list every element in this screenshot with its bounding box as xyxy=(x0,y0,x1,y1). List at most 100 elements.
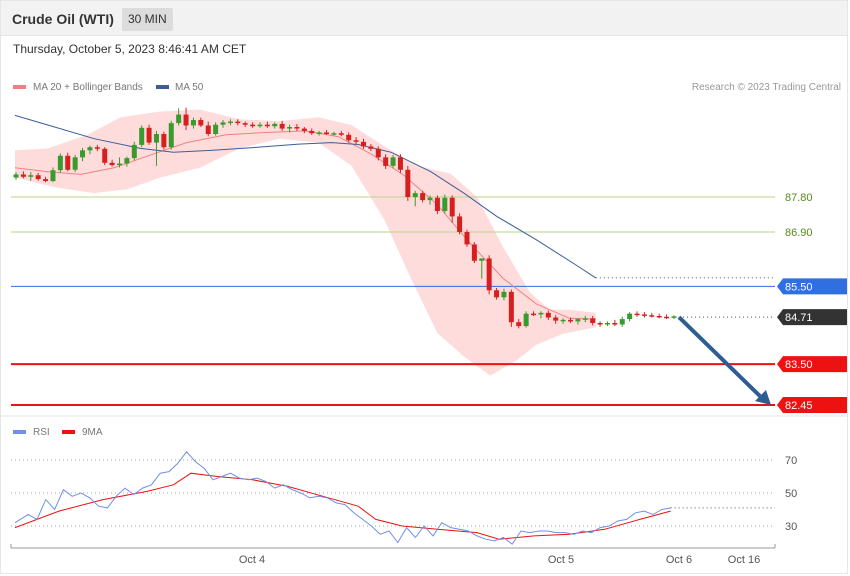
candle-body xyxy=(220,122,226,125)
level-tag-3 xyxy=(777,309,847,326)
candle xyxy=(494,287,500,300)
candle xyxy=(161,131,167,150)
candle xyxy=(131,141,137,161)
candle-body xyxy=(390,157,396,166)
candle-body xyxy=(87,147,93,151)
candle-body xyxy=(575,319,581,322)
candle-body xyxy=(131,144,137,159)
candle xyxy=(353,137,359,145)
forecast-arrow-head xyxy=(755,390,771,406)
candle-body xyxy=(368,146,374,149)
candle-body xyxy=(471,244,477,261)
copyright: Research © 2023 Trading Central xyxy=(692,82,841,93)
candle xyxy=(597,321,603,327)
candle xyxy=(57,153,63,173)
candle xyxy=(390,155,396,169)
candle xyxy=(619,316,625,327)
candle-body xyxy=(538,312,544,315)
candle-body xyxy=(43,179,49,182)
rsi-tick-70: 70 xyxy=(785,455,797,467)
candle-body xyxy=(397,157,403,170)
candle xyxy=(72,155,78,173)
candle xyxy=(501,288,507,301)
candle-body xyxy=(449,197,455,217)
candle xyxy=(331,131,337,136)
candle xyxy=(13,172,19,180)
candle xyxy=(50,167,56,183)
level-label-3: 84.71 xyxy=(785,312,813,324)
candle-body xyxy=(567,319,573,322)
candle-body xyxy=(272,123,278,127)
candle xyxy=(109,159,115,167)
ma20-legend-label: MA 20 + Bollinger Bands xyxy=(33,82,143,93)
candle xyxy=(102,147,108,166)
candle-body xyxy=(57,155,63,171)
candle xyxy=(671,315,677,320)
bollinger-band xyxy=(15,109,596,376)
candle-body xyxy=(383,157,389,166)
candle-body xyxy=(250,124,256,127)
candle-body xyxy=(94,147,100,149)
candle-body xyxy=(464,231,470,245)
candle-body xyxy=(582,318,588,320)
candle xyxy=(641,312,647,318)
candle xyxy=(523,311,529,328)
candle xyxy=(464,229,470,247)
timeframe-badge[interactable]: 30 MIN xyxy=(122,8,173,31)
x-tick-2: Oct 6 xyxy=(666,554,692,566)
candle xyxy=(168,120,174,150)
candle-body xyxy=(597,322,603,325)
candle xyxy=(198,117,204,128)
candle-body xyxy=(294,127,300,129)
candle xyxy=(567,317,573,323)
ma50-legend-label: MA 50 xyxy=(175,82,204,93)
candle-body xyxy=(331,133,337,135)
candle-body xyxy=(560,319,566,322)
x-tick-0: Oct 4 xyxy=(239,554,265,566)
candle xyxy=(279,120,285,131)
candle-body xyxy=(124,158,130,164)
candle-body xyxy=(523,313,529,327)
candle-body xyxy=(664,316,670,319)
candle-body xyxy=(109,162,115,166)
candle xyxy=(65,152,71,172)
candle-body xyxy=(235,121,241,124)
candle xyxy=(294,123,300,131)
candle xyxy=(28,172,34,181)
candle xyxy=(368,144,374,152)
candle xyxy=(471,242,477,264)
candle xyxy=(420,190,426,203)
timestamp: Thursday, October 5, 2023 8:46:41 AM CET xyxy=(13,42,247,56)
candle-body xyxy=(508,291,514,323)
candle xyxy=(360,138,366,149)
chart-frame xyxy=(0,36,848,574)
candle xyxy=(176,108,182,126)
x-tick-3: Oct 16 xyxy=(728,554,760,566)
candle-body xyxy=(13,174,19,178)
candle-body xyxy=(146,127,152,143)
candle-body xyxy=(213,124,219,135)
candle xyxy=(153,130,159,166)
candle xyxy=(405,165,411,201)
candle xyxy=(560,318,566,324)
candle-body xyxy=(50,170,56,182)
candle-body xyxy=(420,193,426,201)
candle xyxy=(575,318,581,325)
candle-body xyxy=(457,216,463,232)
candle-body xyxy=(375,148,381,158)
rsi-line xyxy=(14,451,671,545)
rsi-tick-50: 50 xyxy=(785,488,797,500)
candle xyxy=(508,289,514,327)
candle xyxy=(183,107,189,131)
candle-body xyxy=(338,133,344,135)
candle xyxy=(287,124,293,133)
candle-body xyxy=(442,197,448,211)
candle xyxy=(117,157,123,168)
x-tick-labels: Oct 4 Oct 5 Oct 6 Oct 16 xyxy=(239,554,760,566)
candle xyxy=(338,130,344,137)
candle xyxy=(664,314,670,320)
candle xyxy=(516,319,522,329)
candle-body xyxy=(641,314,647,316)
candle-body xyxy=(242,123,248,125)
candle xyxy=(35,172,41,181)
